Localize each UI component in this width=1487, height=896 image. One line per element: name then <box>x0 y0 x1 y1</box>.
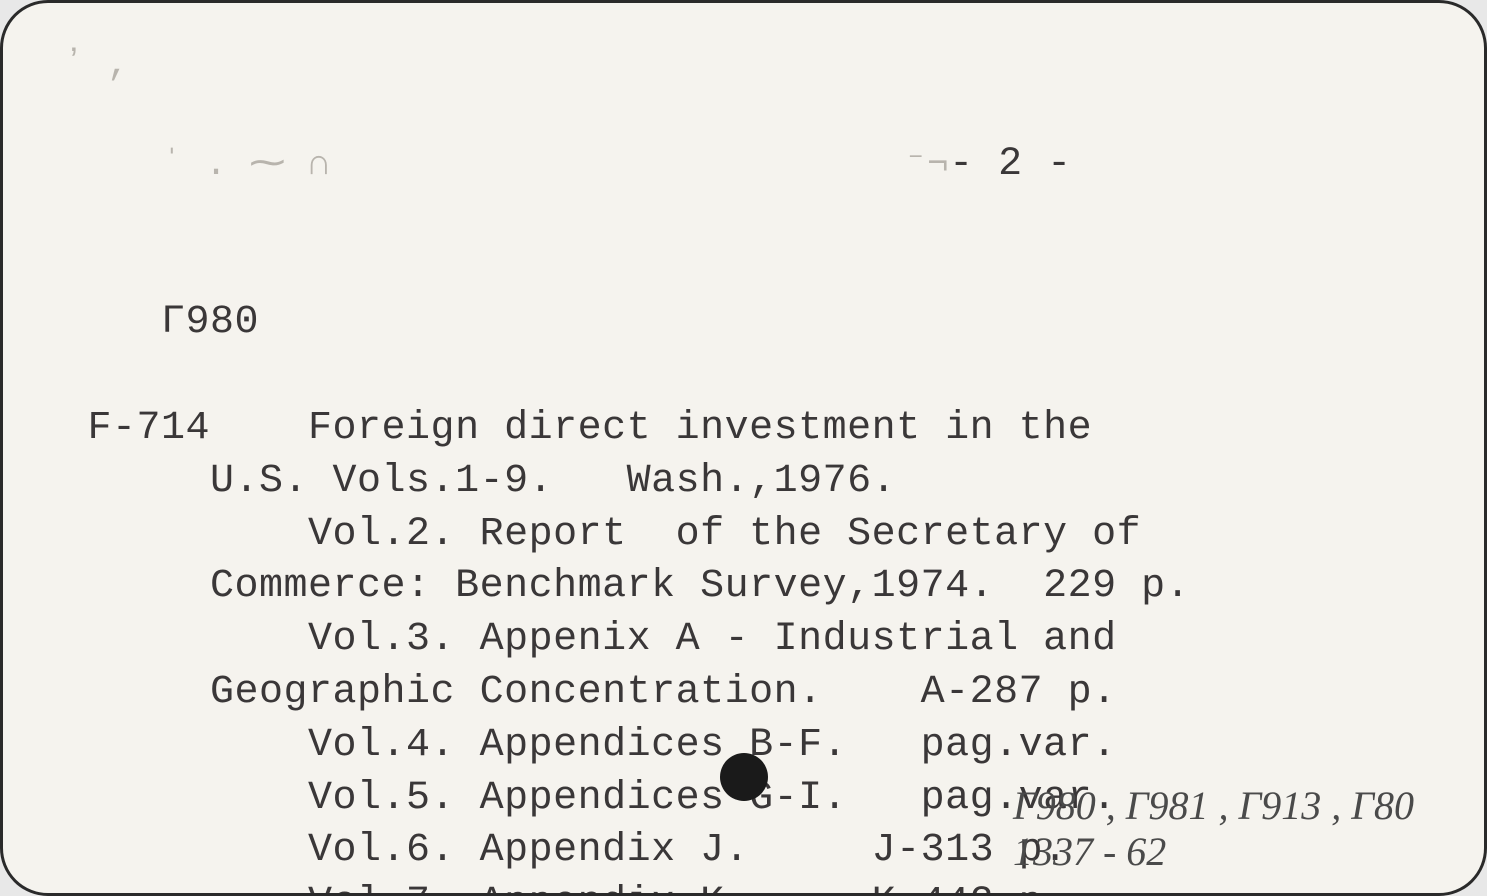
body-line: Commerce: Benchmark Survey,1974. 229 p. <box>63 561 1424 614</box>
scan-artifact-mid: ˈ . ⁓ ∩ ⁻¬ <box>161 144 949 185</box>
body-line: Vol.2. Report of the Secretary of <box>63 509 1424 562</box>
punch-hole-icon <box>720 753 768 801</box>
handwritten-annotations: Г980 , Г981 , Г913 , Г80 1337 - 62 <box>1013 783 1414 875</box>
title-line: F-714 Foreign direct investment in the <box>63 403 1424 456</box>
annotation-line-2: 1337 - 62 <box>1013 829 1414 875</box>
scan-artifact-top: ʼ , <box>63 43 1424 86</box>
call-number: Г980 <box>63 245 1424 403</box>
header-row: ˈ . ⁓ ∩ ⁻¬- 2 - <box>63 86 1424 244</box>
annotation-line-1: Г980 , Г981 , Г913 , Г80 <box>1013 783 1414 829</box>
body-line: Vol.7. Appendix K. K-442 p. <box>63 878 1424 896</box>
body-line: Vol.3. Appenix A - Industrial and <box>63 614 1424 667</box>
index-card: ʼ , ˈ . ⁓ ∩ ⁻¬- 2 - Г980 F-714 Foreign d… <box>0 0 1487 896</box>
call-number-text: Г980 <box>161 300 259 345</box>
page-marker: - 2 - <box>949 142 1072 187</box>
subtitle-line: U.S. Vols.1-9. Wash.,1976. <box>63 456 1424 509</box>
body-line: Geographic Concentration. A-287 p. <box>63 667 1424 720</box>
